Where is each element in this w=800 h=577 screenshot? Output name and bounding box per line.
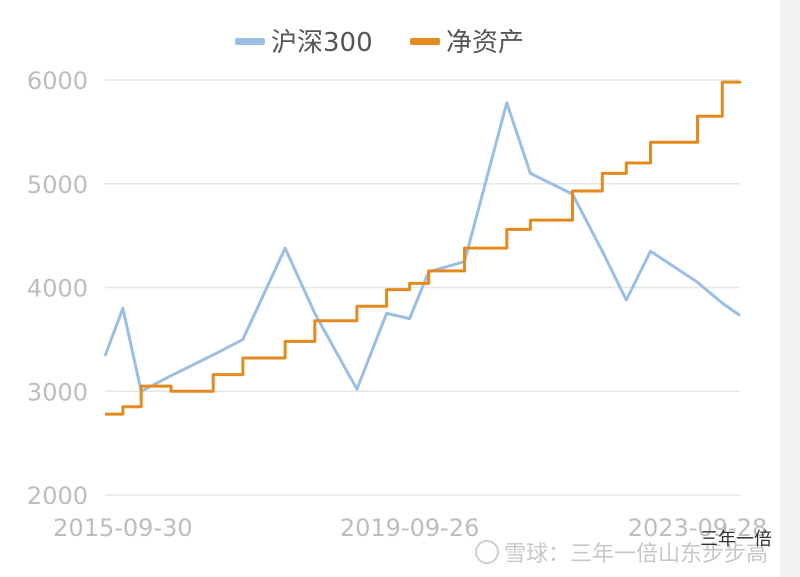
watermark-corner-text: 三年一倍 — [700, 529, 772, 550]
series-lines — [103, 80, 742, 416]
snowball-logo-icon — [475, 540, 499, 564]
y-tick-label: 4000 — [27, 275, 88, 303]
x-tick-label: 2019-09-26 — [340, 514, 479, 542]
legend: 沪深300 净资产 — [235, 28, 524, 58]
y-tick-label: 3000 — [27, 378, 88, 406]
series-line-net-assets — [105, 80, 742, 416]
y-tick-label: 5000 — [27, 171, 88, 199]
x-axis-ticks: 2015-09-30 2019-09-26 2023-09-28 — [53, 514, 767, 542]
legend-swatch — [410, 38, 440, 45]
y-axis-ticks: 2000 3000 4000 5000 6000 — [27, 67, 88, 510]
legend-label: 净资产 — [446, 28, 524, 58]
x-tick-label: 2023-09-28 — [628, 514, 767, 542]
legend-label: 沪深300 — [271, 28, 373, 58]
y-tick-label: 6000 — [27, 67, 88, 95]
series-line-csi300 — [103, 101, 741, 393]
right-edge-strip — [780, 0, 800, 577]
legend-swatch — [235, 38, 265, 45]
y-tick-label: 2000 — [27, 482, 88, 510]
watermark-text: 雪球：三年一倍山东步步高 — [504, 542, 768, 567]
watermark: 雪球：三年一倍山东步步高 三年一倍 — [475, 529, 772, 567]
x-tick-label: 2015-09-30 — [53, 514, 192, 542]
line-chart: 2000 3000 4000 5000 6000 2015-09-30 2019-09-2… — [27, 28, 772, 567]
